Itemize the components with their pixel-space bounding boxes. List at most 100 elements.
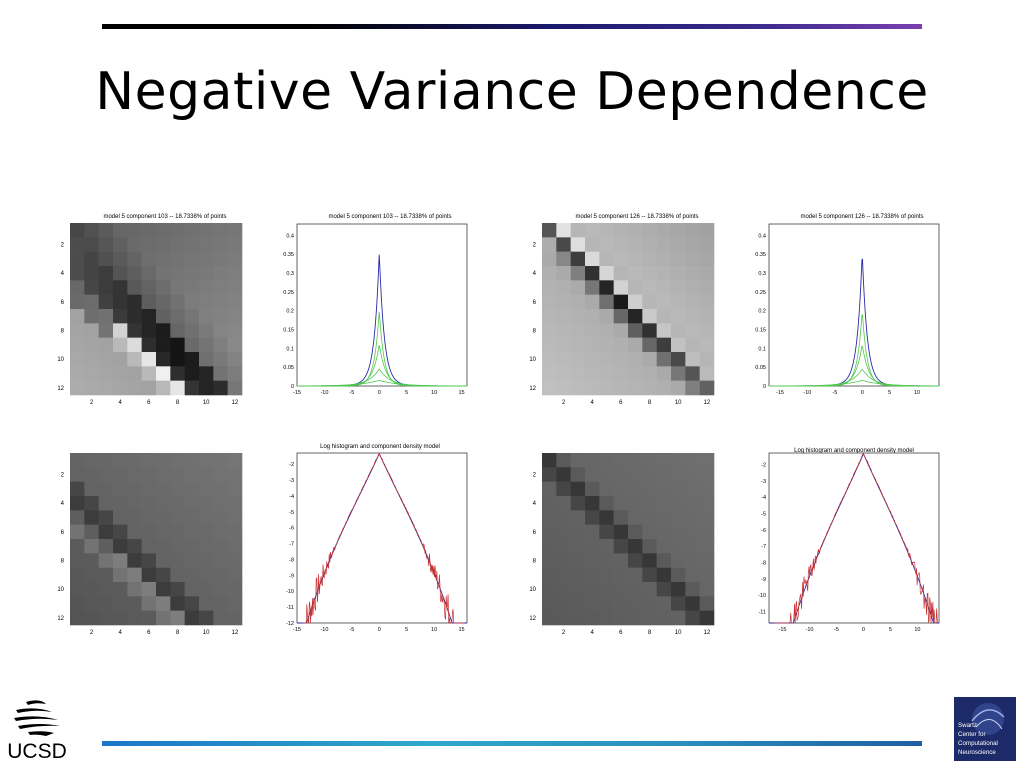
- matrix-cell: [556, 280, 571, 295]
- matrix-cell: [628, 280, 643, 295]
- matrix-cell: [227, 309, 243, 324]
- matrix-cell: [127, 223, 142, 238]
- matrix-cell: [184, 596, 200, 611]
- matrix-cell: [628, 496, 643, 511]
- matrix-cell: [113, 496, 128, 511]
- matrix-cell: [699, 596, 715, 611]
- matrix-cell: [656, 266, 672, 281]
- matrix-cell: [613, 380, 629, 396]
- matrix-plot-3-cells: [70, 453, 243, 626]
- matrix-cell: [542, 467, 557, 482]
- matrix-xtick: 2: [562, 630, 566, 635]
- matrix-cell: [170, 524, 185, 540]
- matrix-ytick: 4: [533, 271, 537, 277]
- matrix-cell: [70, 380, 85, 396]
- matrix-cell: [113, 553, 128, 568]
- matrix-cell: [113, 309, 128, 324]
- matrix-cell: [585, 309, 600, 324]
- matrix-cell: [84, 266, 99, 281]
- matrix-cell: [113, 582, 128, 597]
- matrix-cell: [84, 294, 99, 310]
- matrix-cell: [170, 596, 185, 611]
- matrix-cell: [699, 481, 715, 497]
- matrix-cell: [585, 294, 600, 310]
- density-xtick: 0: [861, 390, 864, 396]
- sccn-line-3: Computational: [958, 740, 998, 747]
- matrix-ytick: 10: [529, 587, 536, 593]
- matrix-cell: [685, 223, 700, 238]
- matrix-cell: [613, 524, 629, 540]
- matrix-cell: [113, 539, 128, 554]
- log-ytick: -5: [289, 510, 294, 516]
- density-xtick: -15: [293, 390, 301, 396]
- matrix-cell: [156, 539, 171, 554]
- matrix-ytick: 2: [533, 243, 537, 249]
- matrix-cell: [599, 524, 614, 540]
- matrix-cell: [127, 567, 142, 583]
- matrix-cell: [199, 223, 214, 238]
- matrix-cell: [84, 524, 99, 540]
- matrix-cell: [84, 237, 99, 252]
- matrix-cell: [570, 323, 586, 338]
- matrix-cell: [184, 223, 200, 238]
- matrix-cell: [542, 237, 557, 252]
- matrix-cell: [699, 352, 715, 367]
- matrix-cell: [113, 596, 128, 611]
- matrix-cell: [599, 309, 614, 324]
- matrix-cell: [213, 266, 228, 281]
- matrix-cell: [199, 496, 214, 511]
- matrix-cell: [585, 237, 600, 252]
- matrix-cell: [113, 453, 128, 468]
- matrix-cell: [98, 596, 114, 611]
- matrix-cell: [127, 453, 142, 468]
- matrix-ytick: 6: [61, 300, 65, 306]
- matrix-cell: [656, 453, 672, 468]
- matrix-cell: [642, 582, 657, 597]
- matrix-cell: [127, 251, 142, 267]
- log-plot-2-title: Log histogram and component density mode…: [794, 448, 914, 454]
- matrix-cell: [98, 352, 114, 367]
- matrix-cell: [542, 352, 557, 367]
- matrix-cell: [642, 596, 657, 611]
- matrix-cell: [699, 323, 715, 338]
- matrix-cell: [542, 610, 557, 626]
- matrix-cell: [98, 610, 114, 626]
- matrix-cell: [199, 352, 214, 367]
- log-ytick: -4: [289, 494, 294, 500]
- matrix-cell: [227, 251, 243, 267]
- matrix-cell: [699, 453, 715, 468]
- matrix-cell: [685, 337, 700, 353]
- matrix-cell: [570, 366, 586, 381]
- matrix-cell: [671, 323, 686, 338]
- matrix-cell: [127, 596, 142, 611]
- matrix-cell: [599, 237, 614, 252]
- matrix-cell: [542, 323, 557, 338]
- matrix-cell: [227, 352, 243, 367]
- matrix-cell: [613, 510, 629, 525]
- matrix-cell: [84, 496, 99, 511]
- matrix-cell: [570, 294, 586, 310]
- matrix-xtick: 10: [675, 630, 682, 635]
- matrix-cell: [113, 323, 128, 338]
- matrix-cell: [170, 352, 185, 367]
- density-ytick: 0.35: [755, 252, 766, 258]
- matrix-cell: [84, 309, 99, 324]
- matrix-cell: [84, 337, 99, 353]
- matrix-ytick: 6: [533, 300, 537, 306]
- matrix-cell: [599, 223, 614, 238]
- density-ytick: 0.2: [286, 309, 294, 315]
- matrix-cell: [556, 481, 571, 497]
- density-xtick: 0: [378, 390, 381, 396]
- log-ytick: -6: [289, 526, 294, 532]
- sccn-line-2: Center for: [958, 731, 986, 738]
- matrix-cell: [184, 553, 200, 568]
- matrix-cell: [699, 510, 715, 525]
- matrix-cell: [70, 323, 85, 338]
- matrix-xtick: 10: [203, 630, 210, 635]
- matrix-cell: [98, 539, 114, 554]
- matrix-cell: [599, 323, 614, 338]
- matrix-cell: [599, 294, 614, 310]
- density-ytick: 0.4: [286, 233, 294, 239]
- matrix-cell: [127, 366, 142, 381]
- matrix-plot-3: 2 2 4 4 6 6 8 8 10 10 12 12: [57, 453, 243, 635]
